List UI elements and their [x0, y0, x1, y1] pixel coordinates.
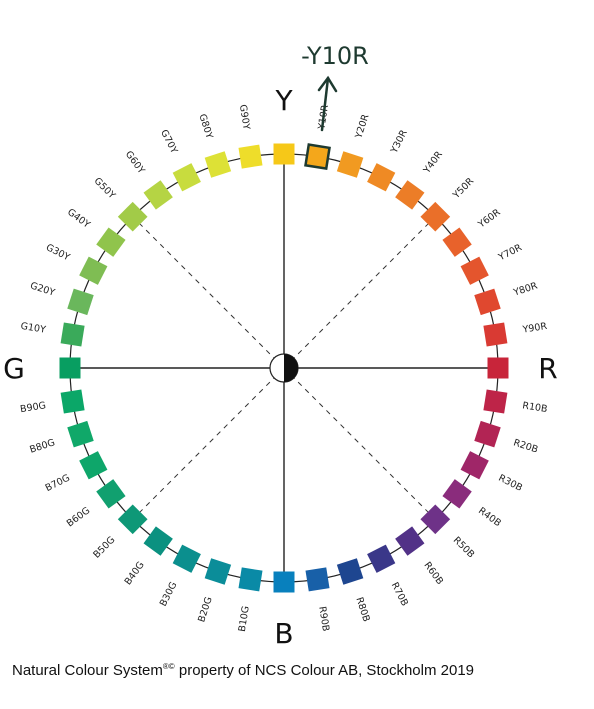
hue-label: B40G — [123, 560, 147, 587]
footer-text-rest: property of NCS Colour AB, Stockholm 201… — [174, 662, 474, 679]
dashed-diagonal — [283, 216, 436, 369]
hue-swatch — [238, 567, 263, 592]
hue-label: R60B — [421, 560, 445, 587]
hue-label: Y90R — [521, 321, 548, 336]
hue-swatch — [367, 163, 396, 192]
hue-swatch — [474, 288, 501, 316]
hue-swatch — [442, 227, 472, 257]
hue-label: Y20R — [353, 113, 371, 141]
pole-label-bottom: B — [274, 617, 293, 650]
hue-label: B50G — [91, 535, 117, 561]
hue-swatch — [336, 558, 364, 585]
center-marker — [269, 353, 299, 383]
hue-swatch — [460, 451, 489, 480]
pole-label-top: Y — [274, 84, 293, 117]
hue-label: G70Y — [158, 128, 179, 156]
hue-swatch — [204, 558, 232, 585]
center-black-half — [284, 354, 298, 382]
hue-label: R20B — [512, 437, 539, 455]
hue-label: G90Y — [237, 104, 252, 131]
hue-swatch — [336, 151, 364, 178]
hue-swatch — [143, 180, 173, 210]
hue-swatch — [367, 544, 396, 573]
hue-label: B70G — [44, 473, 72, 495]
hue-swatch — [483, 322, 508, 347]
hue-swatch — [67, 288, 94, 316]
hue-swatch — [60, 389, 85, 414]
hue-label: G50Y — [92, 176, 118, 202]
hue-label: Y40R — [421, 149, 445, 176]
dashed-diagonal — [132, 367, 285, 520]
hue-swatch — [483, 389, 508, 414]
hue-label: R70B — [389, 581, 410, 608]
hue-label: R10B — [522, 400, 549, 415]
hue-swatch — [273, 143, 295, 165]
hue-swatch — [79, 451, 108, 480]
hue-label: G40Y — [65, 207, 92, 231]
hue-swatch — [204, 151, 232, 178]
callout-label: -Y10R — [301, 42, 369, 70]
pole-label-left: G — [3, 352, 25, 385]
hue-swatch — [395, 180, 425, 210]
hue-label: G80Y — [196, 113, 214, 141]
hue-label: B60G — [65, 505, 92, 529]
hue-label: G30Y — [44, 242, 72, 263]
hue-label: R40B — [476, 505, 503, 529]
hue-swatch — [487, 357, 509, 379]
hue-swatch — [442, 479, 472, 509]
hue-swatch — [67, 420, 94, 448]
hue-swatch — [172, 163, 201, 192]
hue-label: R30B — [497, 473, 524, 494]
hue-swatch — [96, 479, 126, 509]
hue-label: Y80R — [511, 280, 539, 298]
hue-swatch — [172, 544, 201, 573]
hue-label: R50B — [451, 535, 477, 561]
hue-swatch — [474, 420, 501, 448]
footer-caption: Natural Colour System®© property of NCS … — [12, 662, 474, 679]
footer-text-main: Natural Colour System — [12, 662, 163, 679]
hue-swatch — [238, 144, 263, 169]
hue-label: Y30R — [388, 128, 410, 156]
hue-label: Y50R — [450, 176, 476, 202]
hue-label: G20Y — [29, 280, 57, 298]
hue-swatch — [305, 567, 330, 592]
hue-label: B90G — [19, 400, 46, 415]
dashed-diagonal — [132, 216, 285, 369]
callout-arrow — [317, 75, 338, 132]
hue-swatch — [304, 143, 331, 171]
hue-swatch — [395, 526, 425, 556]
hue-label: Y70R — [496, 242, 524, 264]
hue-swatch — [59, 357, 81, 379]
hue-swatch — [273, 571, 295, 593]
hue-label: B80G — [28, 437, 56, 455]
footer-superscript: ®© — [162, 662, 175, 671]
hue-swatch — [79, 256, 108, 285]
hue-label: B30G — [158, 580, 180, 608]
dashed-diagonal — [283, 367, 436, 520]
hue-swatch — [96, 227, 126, 257]
hue-label: B20G — [196, 596, 214, 624]
hue-label: B10G — [237, 605, 252, 632]
hue-swatch — [460, 256, 489, 285]
pole-label-right: R — [538, 352, 557, 385]
hue-label: R90B — [316, 606, 331, 633]
hue-label: Y60R — [476, 207, 503, 231]
hue-label: R80B — [353, 596, 371, 623]
hue-swatch — [60, 322, 85, 347]
hue-swatch — [143, 526, 173, 556]
hue-label: G60Y — [123, 149, 147, 176]
hue-label: G10Y — [20, 321, 47, 336]
